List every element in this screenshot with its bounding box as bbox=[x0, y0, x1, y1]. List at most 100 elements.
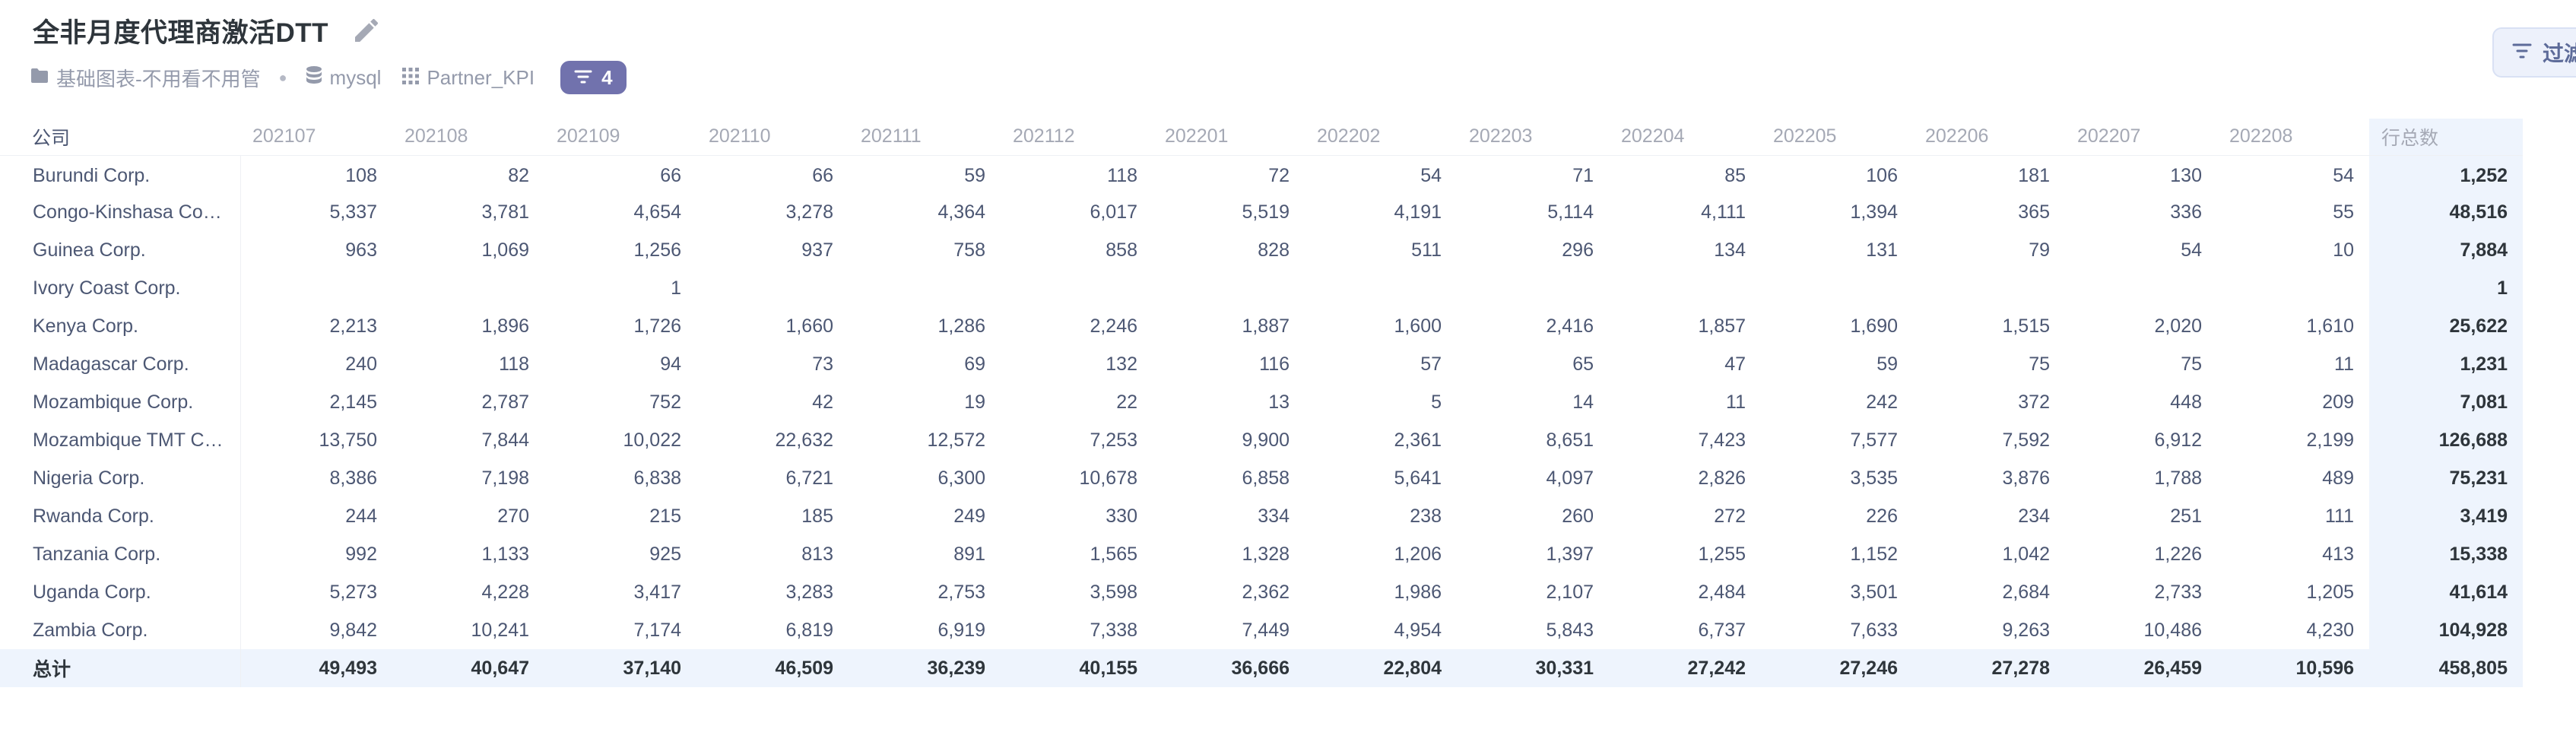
column-header[interactable]: 202206 bbox=[1913, 119, 2065, 156]
table-cell[interactable]: 6,721 bbox=[785, 467, 833, 489]
column-header[interactable]: 202110 bbox=[696, 119, 849, 156]
table-cell[interactable]: 1,600 bbox=[1394, 315, 1442, 337]
table-cell[interactable] bbox=[1305, 269, 1457, 307]
table-cell[interactable]: 2,733 bbox=[2154, 581, 2202, 603]
row-company-name[interactable]: Guinea Corp. bbox=[0, 231, 241, 269]
table-cell[interactable]: 10,678 bbox=[1079, 467, 1137, 489]
table-cell[interactable]: 7,592 bbox=[2002, 429, 2050, 451]
table-cell[interactable]: 330 bbox=[1106, 505, 1137, 527]
table-cell[interactable]: 2,362 bbox=[1242, 581, 1290, 603]
table-cell[interactable] bbox=[696, 269, 849, 307]
table-cell[interactable]: 30,331 bbox=[1457, 649, 1609, 687]
table-cell[interactable]: 134 bbox=[1714, 239, 1746, 261]
table-cell[interactable]: 40,155 bbox=[1001, 649, 1153, 687]
table-cell[interactable]: 963 bbox=[345, 239, 377, 261]
row-total-cell[interactable]: 1,231 bbox=[2369, 345, 2523, 383]
table-cell[interactable]: 66 bbox=[812, 164, 833, 186]
table-cell[interactable]: 106 bbox=[1866, 164, 1898, 186]
row-total-cell[interactable]: 3,419 bbox=[2369, 497, 2523, 535]
table-cell[interactable]: 47 bbox=[1724, 353, 1746, 375]
row-company-name[interactable]: Madagascar Corp. bbox=[0, 345, 241, 383]
table-cell[interactable]: 42 bbox=[812, 391, 833, 413]
column-header[interactable]: 202208 bbox=[2217, 119, 2369, 156]
column-header[interactable]: 202111 bbox=[849, 119, 1001, 156]
table-cell[interactable]: 242 bbox=[1866, 391, 1898, 413]
table-cell[interactable]: 813 bbox=[801, 543, 833, 565]
table-cell[interactable]: 11 bbox=[1726, 391, 1746, 413]
table-cell[interactable]: 46,509 bbox=[696, 649, 849, 687]
table-cell[interactable]: 7,423 bbox=[1698, 429, 1746, 451]
table-cell[interactable] bbox=[1153, 269, 1305, 307]
table-cell[interactable]: 54 bbox=[1420, 164, 1442, 186]
column-header[interactable]: 202204 bbox=[1609, 119, 1761, 156]
table-cell[interactable]: 59 bbox=[1876, 353, 1898, 375]
table-cell[interactable]: 2,753 bbox=[937, 581, 985, 603]
row-company-name[interactable]: Burundi Corp. bbox=[0, 155, 241, 193]
filter-count-badge[interactable]: 4 bbox=[560, 61, 627, 94]
table-cell[interactable]: 249 bbox=[953, 505, 985, 527]
table-cell[interactable]: 2,246 bbox=[1090, 315, 1137, 337]
row-total-header[interactable]: 行总数 bbox=[2369, 119, 2523, 156]
column-header[interactable]: 202109 bbox=[544, 119, 696, 156]
table-cell[interactable]: 4,111 bbox=[1701, 201, 1746, 223]
table-cell[interactable]: 1,788 bbox=[2154, 467, 2202, 489]
table-cell[interactable]: 1,256 bbox=[633, 239, 681, 261]
column-header[interactable]: 202108 bbox=[392, 119, 544, 156]
table-cell[interactable]: 1,255 bbox=[1698, 543, 1746, 565]
table-cell[interactable]: 5,114 bbox=[1547, 201, 1594, 223]
table-cell[interactable]: 2,826 bbox=[1698, 467, 1746, 489]
table-cell[interactable]: 69 bbox=[964, 353, 985, 375]
row-total-cell[interactable]: 7,884 bbox=[2369, 231, 2523, 269]
table-cell[interactable]: 1,286 bbox=[937, 315, 985, 337]
table-cell[interactable] bbox=[240, 269, 392, 307]
table-cell[interactable]: 1,986 bbox=[1394, 581, 1442, 603]
column-header[interactable]: 202112 bbox=[1001, 119, 1153, 156]
table-cell[interactable]: 55 bbox=[2333, 201, 2354, 223]
table-cell[interactable]: 36,666 bbox=[1153, 649, 1305, 687]
column-header[interactable]: 202107 bbox=[240, 119, 392, 156]
table-cell[interactable]: 2,145 bbox=[329, 391, 377, 413]
table-cell[interactable]: 72 bbox=[1268, 164, 1290, 186]
table-cell[interactable]: 2,416 bbox=[1546, 315, 1594, 337]
table-cell[interactable] bbox=[1609, 269, 1761, 307]
row-company-name[interactable]: Mozambique TMT Co... bbox=[0, 421, 241, 459]
table-cell[interactable] bbox=[392, 269, 544, 307]
table-cell[interactable]: 4,230 bbox=[2306, 619, 2354, 641]
table-cell[interactable]: 336 bbox=[2170, 201, 2202, 223]
row-total-cell[interactable]: 41,614 bbox=[2369, 573, 2523, 611]
table-cell[interactable]: 65 bbox=[1572, 353, 1594, 375]
table-cell[interactable]: 3,278 bbox=[785, 201, 833, 223]
table-cell[interactable]: 1,152 bbox=[1850, 543, 1898, 565]
column-header[interactable]: 202201 bbox=[1153, 119, 1305, 156]
table-cell[interactable]: 40,647 bbox=[392, 649, 544, 687]
table-cell[interactable]: 7,253 bbox=[1090, 429, 1137, 451]
row-total-cell[interactable]: 104,928 bbox=[2369, 611, 2523, 649]
table-cell[interactable]: 5,641 bbox=[1394, 467, 1442, 489]
row-header-label[interactable]: 公司 bbox=[0, 119, 240, 156]
row-total-cell[interactable]: 458,805 bbox=[2369, 649, 2523, 687]
table-cell[interactable]: 240 bbox=[345, 353, 377, 375]
table-cell[interactable]: 365 bbox=[2018, 201, 2050, 223]
table-cell[interactable]: 185 bbox=[801, 505, 833, 527]
table-cell[interactable]: 4,191 bbox=[1394, 201, 1442, 223]
table-cell[interactable]: 3,535 bbox=[1850, 467, 1898, 489]
table-cell[interactable]: 12,572 bbox=[927, 429, 985, 451]
table-cell[interactable]: 828 bbox=[1258, 239, 1290, 261]
table-cell[interactable]: 209 bbox=[2322, 391, 2354, 413]
table-cell[interactable]: 6,838 bbox=[633, 467, 681, 489]
table-cell[interactable]: 131 bbox=[1866, 239, 1898, 261]
row-company-name[interactable]: Uganda Corp. bbox=[0, 573, 241, 611]
table-cell[interactable] bbox=[1913, 269, 2065, 307]
table-cell[interactable]: 59 bbox=[964, 164, 985, 186]
table-cell[interactable]: 10,486 bbox=[2143, 619, 2202, 641]
table-cell[interactable] bbox=[849, 269, 1001, 307]
table-cell[interactable]: 6,919 bbox=[937, 619, 985, 641]
table-cell[interactable]: 118 bbox=[499, 353, 529, 375]
table-cell[interactable]: 75 bbox=[2029, 353, 2050, 375]
table-cell[interactable]: 57 bbox=[1420, 353, 1442, 375]
table-cell[interactable]: 5,843 bbox=[1546, 619, 1594, 641]
table-cell[interactable]: 1,226 bbox=[2154, 543, 2202, 565]
table-cell[interactable]: 11 bbox=[2334, 353, 2354, 375]
table-cell[interactable]: 6,858 bbox=[1242, 467, 1290, 489]
table-cell[interactable]: 7,174 bbox=[633, 619, 681, 641]
